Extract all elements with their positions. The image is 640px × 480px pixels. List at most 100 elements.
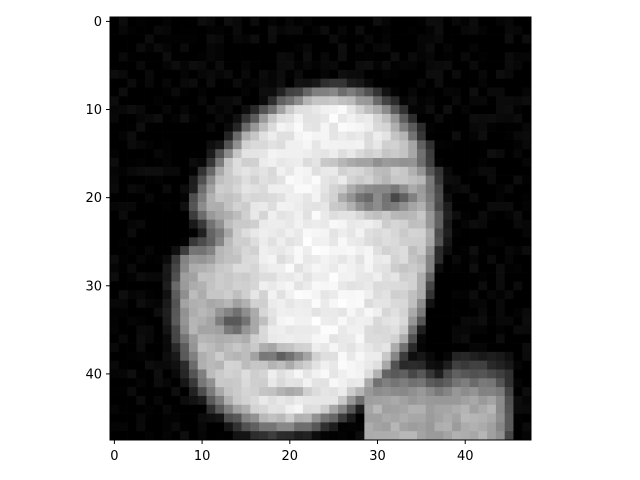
heatmap-cell [408, 105, 418, 115]
heatmap-cell [381, 360, 392, 370]
heatmap-cell [232, 52, 242, 62]
heatmap-cell [285, 272, 295, 282]
heatmap-cell [302, 307, 313, 317]
heatmap-cell [162, 158, 172, 168]
heatmap-cell [250, 131, 260, 141]
heatmap-cell [232, 254, 242, 265]
heatmap-cell [425, 254, 435, 265]
heatmap-cell [197, 210, 207, 221]
heatmap-cell [276, 316, 286, 326]
heatmap-cell [495, 281, 506, 291]
heatmap-cell [338, 69, 348, 80]
heatmap-cell [250, 184, 260, 194]
heatmap-cell [381, 228, 392, 238]
heatmap-cell [118, 61, 128, 71]
heatmap-cell [188, 210, 199, 221]
heatmap-cell [478, 122, 488, 132]
heatmap-cell [443, 122, 453, 132]
heatmap-cell [513, 202, 523, 212]
heatmap-cell [136, 387, 146, 397]
heatmap-cell [416, 343, 427, 353]
heatmap-cell [241, 360, 251, 370]
heatmap-cell [478, 351, 488, 362]
heatmap-cell [294, 105, 304, 115]
heatmap-cell [320, 61, 330, 71]
heatmap-cell [215, 351, 225, 362]
heatmap-cell [364, 131, 374, 141]
heatmap-cell [346, 43, 356, 53]
heatmap-cell [381, 96, 392, 106]
heatmap-cell [390, 351, 400, 362]
heatmap-cell [460, 413, 470, 423]
heatmap-cell [522, 17, 532, 27]
heatmap-cell [180, 422, 190, 432]
heatmap-cell [153, 34, 163, 44]
heatmap-cell [504, 351, 514, 362]
heatmap-cell [329, 69, 339, 80]
heatmap-cell [285, 219, 295, 229]
heatmap-cell [495, 96, 506, 106]
heatmap-cell [294, 272, 304, 282]
heatmap-cell [320, 237, 330, 247]
heatmap-cell [162, 87, 172, 97]
heatmap-cell [346, 17, 356, 27]
heatmap-cell [250, 334, 260, 344]
heatmap-cell [381, 25, 392, 35]
heatmap-cell [153, 17, 163, 27]
heatmap-cell [495, 193, 506, 203]
heatmap-cell [373, 351, 383, 362]
heatmap-cell [346, 158, 356, 168]
heatmap-cell [197, 351, 207, 362]
heatmap-cell [416, 387, 427, 397]
heatmap-cell [320, 395, 330, 406]
heatmap-cell [416, 351, 427, 362]
heatmap-cell [110, 325, 120, 335]
heatmap-cell [504, 272, 514, 282]
heatmap-cell [487, 96, 497, 106]
heatmap-cell [276, 307, 286, 317]
heatmap-cell [320, 254, 330, 265]
heatmap-cell [294, 351, 304, 362]
heatmap-cell [259, 202, 269, 212]
heatmap-cell [171, 166, 181, 176]
heatmap-cell [390, 105, 400, 115]
heatmap-cell [206, 237, 216, 247]
heatmap-cell [188, 113, 199, 124]
heatmap-cell [224, 431, 234, 441]
heatmap-cell [110, 290, 120, 300]
heatmap-cell [259, 17, 269, 27]
heatmap-cell [399, 422, 409, 432]
heatmap-cell [180, 254, 190, 265]
heatmap-cell [478, 378, 488, 388]
heatmap-cell [320, 343, 330, 353]
heatmap-cell [215, 431, 225, 441]
heatmap-cell [478, 184, 488, 194]
heatmap-cell [522, 34, 532, 44]
heatmap-cell [478, 281, 488, 291]
heatmap-cell [416, 52, 427, 62]
heatmap-cell [513, 105, 523, 115]
heatmap-cell [215, 360, 225, 370]
heatmap-cell [259, 299, 269, 309]
heatmap-cell [487, 387, 497, 397]
heatmap-cell [373, 122, 383, 132]
heatmap-cell [355, 272, 365, 282]
heatmap-cell [346, 61, 356, 71]
heatmap-cell [452, 87, 462, 97]
heatmap-cell [145, 307, 155, 317]
heatmap-cell [320, 378, 330, 388]
heatmap-cell [180, 87, 190, 97]
heatmap-cell [469, 431, 479, 441]
heatmap-cell [162, 360, 172, 370]
heatmap-cell [267, 113, 277, 124]
heatmap-cell [110, 52, 120, 62]
heatmap-cell [267, 202, 277, 212]
heatmap-cell [346, 131, 356, 141]
heatmap-cell [390, 87, 400, 97]
heatmap-cell [434, 184, 444, 194]
heatmap-cell [118, 307, 128, 317]
heatmap-cell [232, 131, 242, 141]
heatmap-cell [495, 105, 506, 115]
heatmap-cell [478, 17, 488, 27]
heatmap-cell [460, 113, 470, 124]
